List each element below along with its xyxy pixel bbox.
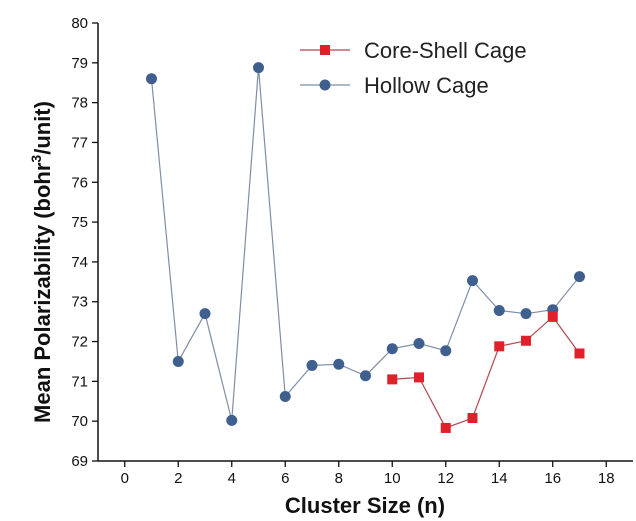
legend-item-hollow-cage: Hollow Cage [300,73,489,98]
y-tick-label: 80 [71,15,88,32]
x-axis-title: Cluster Size (n) [285,493,445,518]
y-axis-title: Mean Polarizability (bohr3/unit) [28,101,55,423]
data-point-core-shell-cage [494,341,505,352]
data-point-hollow-cage [279,390,291,402]
series-layer [146,62,585,433]
x-tick-label: 12 [437,470,454,487]
y-tick-label: 69 [71,453,88,470]
legend-marker [319,79,331,91]
series-hollow-cage [146,62,585,426]
y-tick-label: 74 [71,254,88,271]
data-point-hollow-cage [386,343,398,355]
x-tick-label: 2 [174,470,182,487]
axes [97,23,633,462]
y-tick-label: 72 [71,334,88,351]
data-point-hollow-cage [199,308,211,320]
x-tick-label: 10 [384,470,401,487]
x-tick-label: 6 [281,470,289,487]
y-axis-title-tail: /unit) [30,101,55,155]
data-point-hollow-cage [440,345,452,357]
data-point-hollow-cage [574,271,585,283]
x-tick-label: 8 [335,470,343,487]
data-point-hollow-cage [333,358,345,370]
x-tick-label: 14 [491,470,508,487]
x-tick-label: 18 [598,470,615,487]
y-tick-label: 73 [71,294,88,311]
series-line-hollow-cage [150,67,580,421]
data-point-hollow-cage [306,359,318,371]
data-point-hollow-cage [360,370,371,382]
y-tick-label: 79 [71,55,88,72]
legend-label: Hollow Cage [364,73,489,98]
data-point-core-shell-cage [440,422,451,433]
x-tick-label: 0 [121,470,129,487]
data-point-core-shell-cage [387,374,398,385]
data-point-core-shell-cage [547,311,558,322]
y-axis-title-superscript: 3 [28,155,44,163]
legend-marker [320,45,330,55]
y-tick-label: 77 [71,134,88,151]
legend: Core-Shell Cage Hollow Cage [300,38,527,98]
y-tick-label: 75 [71,214,88,231]
data-point-core-shell-cage [574,348,585,359]
y-tick-label: 70 [71,413,88,430]
legend-item-core-shell-cage: Core-Shell Cage [300,38,527,63]
data-point-hollow-cage [520,308,532,320]
data-point-hollow-cage [493,304,505,316]
y-tick-label: 76 [71,174,88,191]
y-tick-label: 78 [71,95,88,112]
data-point-hollow-cage [467,275,478,287]
y-tick-label: 71 [71,373,88,390]
data-point-core-shell-cage [467,412,478,423]
data-point-core-shell-cage [521,335,531,346]
data-point-core-shell-cage [414,372,424,383]
x-tick-label: 4 [228,470,236,487]
data-point-hollow-cage [413,338,425,350]
data-point-hollow-cage [253,62,264,74]
x-tick-label: 16 [544,470,561,487]
series-core-shell-cage [387,311,585,433]
data-point-hollow-cage [146,73,157,85]
ticks: 69 70 71 72 73 74 75 76 77 78 79 80 0 2 4 6 8 10 12 14 16 18 [71,15,614,487]
data-point-hollow-cage [172,355,184,367]
legend-label: Core-Shell Cage [364,38,527,63]
y-axis-title-main: Mean Polarizability (bohr [30,162,55,423]
data-point-hollow-cage [226,414,238,426]
